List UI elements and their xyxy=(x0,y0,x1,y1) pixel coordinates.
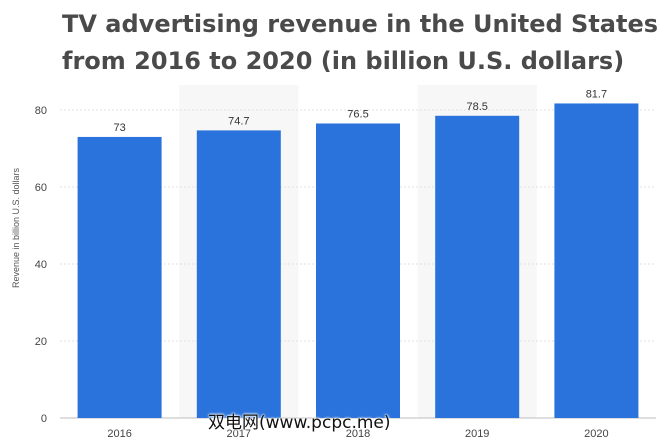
y-axis-label: Revenue in billion U.S. dollars xyxy=(11,167,21,288)
bar-value-label: 73 xyxy=(113,122,125,134)
bar-value-label: 81.7 xyxy=(586,88,607,100)
y-tick-label: 20 xyxy=(35,336,47,348)
bar xyxy=(554,103,639,418)
bar xyxy=(316,123,400,418)
y-tick-label: 60 xyxy=(35,182,47,194)
bars xyxy=(77,103,639,419)
bar xyxy=(196,130,281,418)
bar xyxy=(77,136,162,418)
bar-value-label: 78.5 xyxy=(466,101,487,113)
bar-value-label: 74.7 xyxy=(228,115,249,127)
x-axis-ticks: 2016 2017 2018 2019 2020 xyxy=(107,428,608,440)
y-axis-ticks: 0 20 40 60 80 xyxy=(35,105,47,425)
x-tick-label: 2017 xyxy=(227,428,251,440)
watermark-text: 双电网(www.pcpc.me) xyxy=(208,413,391,433)
y-tick-label: 0 xyxy=(41,413,47,425)
chart-title: TV advertising revenue in the United Sta… xyxy=(62,10,659,75)
x-tick-label: 2019 xyxy=(465,428,489,440)
bar-value-label: 76.5 xyxy=(347,108,368,120)
x-tick-label: 2016 xyxy=(107,428,131,440)
bar xyxy=(435,115,520,419)
value-labels: 73 74.7 76.5 78.5 81.7 xyxy=(113,88,607,133)
y-tick-label: 40 xyxy=(35,259,47,271)
x-tick-label: 2018 xyxy=(346,428,370,440)
x-tick-label: 2020 xyxy=(584,428,608,440)
y-tick-label: 80 xyxy=(35,105,47,117)
